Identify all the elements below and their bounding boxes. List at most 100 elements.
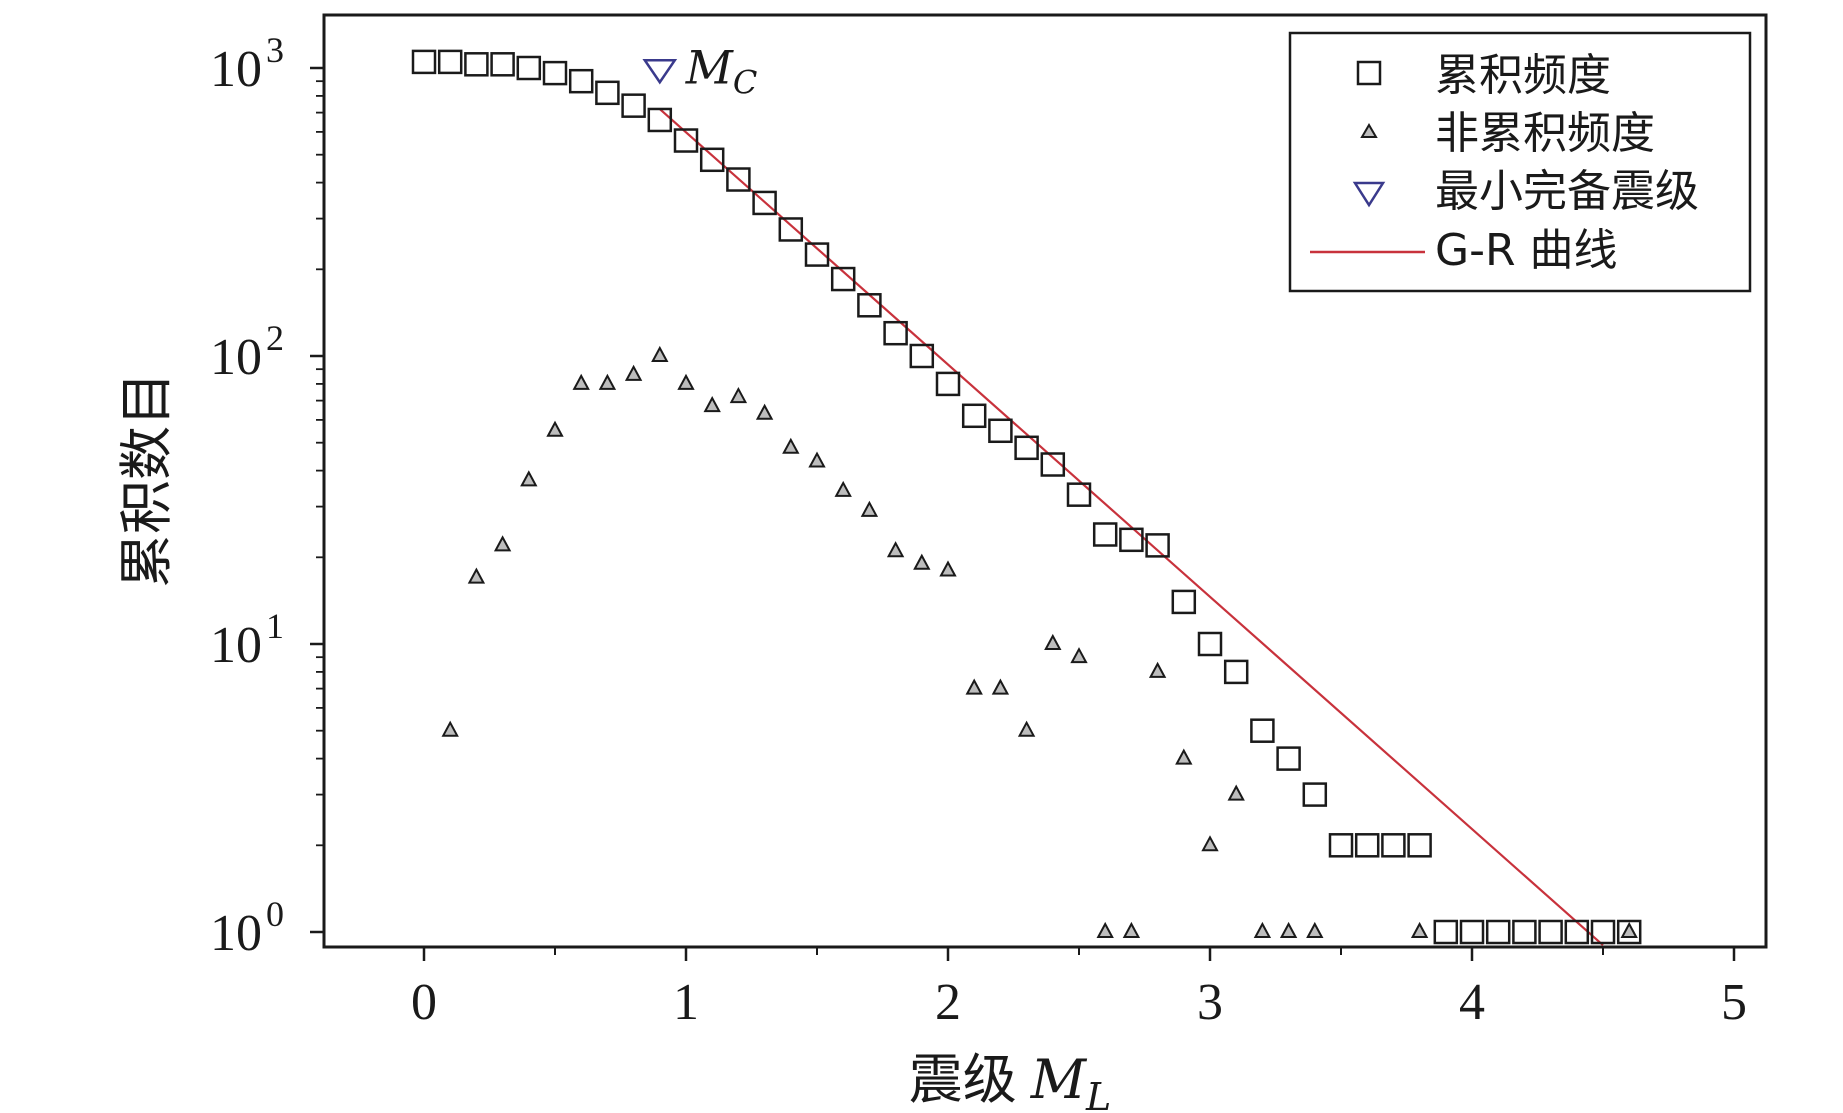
cumulative-point <box>778 217 804 242</box>
y-tick-label-base: 10 <box>210 329 262 386</box>
cumulative-point <box>1276 746 1301 771</box>
x-tick-label: 2 <box>935 974 961 1031</box>
y-axis-title: 累积数目 <box>115 372 178 588</box>
cumulative-point <box>621 93 646 118</box>
y-tick-label: 10 <box>210 905 262 962</box>
non-cumulative-point <box>493 535 512 552</box>
non-cumulative-point <box>1306 921 1324 938</box>
mc-annotation: MC <box>685 40 758 101</box>
cumulative-point <box>516 55 542 81</box>
cumulative-point <box>542 60 568 86</box>
y-tick-label-exponent: 1 <box>266 606 284 646</box>
legend-mc-marker <box>1352 181 1386 208</box>
cumulative-point <box>699 147 725 173</box>
cumulative-point <box>437 49 463 75</box>
cumulative-point <box>988 418 1013 444</box>
non-cumulative-point <box>546 420 564 437</box>
non-cumulative-point <box>651 345 669 362</box>
cumulative-point <box>1564 919 1590 945</box>
cumulative-point <box>1407 833 1432 858</box>
cumulative-point <box>1459 919 1485 945</box>
x-tick-label: 5 <box>1721 974 1747 1031</box>
cumulative-point <box>673 128 699 153</box>
y-tick-label: 10 <box>210 617 262 674</box>
y-tick-label-exponent: 0 <box>266 894 284 934</box>
non-cumulative-point <box>1175 748 1193 765</box>
x-axis-title-text: 震级 <box>909 1048 1017 1111</box>
cumulative-point <box>1512 919 1537 945</box>
non-cumulative-point <box>755 403 774 420</box>
gr-line-layer <box>659 108 1604 947</box>
x-axis-title: 震级 ML <box>909 1048 1112 1113</box>
non-cumulative-point <box>441 720 459 737</box>
cumulative-point <box>1066 482 1092 507</box>
cumulative-point <box>1092 522 1118 547</box>
cumulative-point <box>1014 435 1039 461</box>
cumulative-point <box>595 80 620 106</box>
cumulative-point <box>1354 833 1380 858</box>
cumulative-point <box>411 49 437 75</box>
non-cumulative-point <box>991 678 1010 695</box>
cumulative-point <box>647 107 673 133</box>
x-tick-label: 4 <box>1459 974 1485 1031</box>
gr-curve-line <box>659 108 1604 947</box>
non-cumulative-point <box>1253 921 1272 938</box>
mc-annotation-subscript: C <box>733 63 757 101</box>
x-tick-label: 3 <box>1197 974 1223 1031</box>
non-cumulative-point <box>939 560 957 577</box>
non-cumulative-point <box>677 373 695 390</box>
non-cumulative-point <box>1620 921 1638 938</box>
non-cumulative-point <box>965 678 983 695</box>
non-cumulative-point <box>1096 921 1114 938</box>
non-cumulative-point <box>1279 921 1298 938</box>
cumulative-point <box>1381 833 1406 858</box>
cumulative-point <box>568 68 594 94</box>
non-cumulative-point <box>624 364 643 381</box>
cumulative-point <box>830 266 856 292</box>
y-tick-label-exponent: 3 <box>266 30 284 70</box>
non-cumulative-point <box>1070 647 1088 664</box>
cumulative-point <box>1616 919 1642 945</box>
x-axis: 0 1 2 3 4 5 <box>411 947 1747 1031</box>
non-cumulative-point <box>703 395 721 413</box>
cumulative-point <box>1171 589 1197 615</box>
non-cumulative-point <box>1044 633 1062 650</box>
non-cumulative-point <box>1148 661 1167 678</box>
non-cumulative-point <box>808 451 826 468</box>
non-cumulative-point <box>598 373 617 390</box>
plot-frame <box>322 13 1768 949</box>
cumulative-point <box>1119 527 1144 553</box>
cumulative-point <box>1433 919 1459 945</box>
mc-point <box>642 59 678 85</box>
cumulative-point <box>857 293 882 318</box>
non-cumulative-point <box>520 470 538 487</box>
cumulative-point <box>1485 919 1511 945</box>
mc-layer: MC <box>642 40 758 101</box>
cumulative-point <box>1250 718 1275 743</box>
cumulative-point <box>935 371 961 397</box>
legend: 累积频度 非累积频度 最小完备震级 G-R 曲线 <box>1288 31 1752 293</box>
x-tick-label: 1 <box>673 974 699 1031</box>
non-cumulative-point <box>1201 835 1219 852</box>
cumulative-point <box>490 52 515 77</box>
cumulative-point <box>464 52 489 77</box>
mc-annotation-symbol: M <box>685 40 735 94</box>
y-tick-label: 10 <box>210 329 262 386</box>
y-tick-label-base: 10 <box>210 617 262 674</box>
non-cumulative-point <box>782 437 800 454</box>
cumulative-point <box>1197 631 1223 657</box>
cumulative-point <box>909 343 935 369</box>
y-tick-label-exponent: 2 <box>266 318 284 358</box>
non-cumulative-point <box>1017 720 1036 737</box>
non-cumulative-point <box>913 553 931 570</box>
legend-triangle-marker <box>1360 123 1378 138</box>
cumulative-point <box>1040 452 1066 477</box>
non-cumulative-point <box>886 541 905 558</box>
legend-label-gr: G-R 曲线 <box>1435 225 1618 276</box>
cumulative-point <box>883 320 908 346</box>
cumulative-point <box>1223 659 1249 685</box>
non-cumulative-point <box>860 500 879 517</box>
non-cumulative-point <box>1122 921 1141 938</box>
